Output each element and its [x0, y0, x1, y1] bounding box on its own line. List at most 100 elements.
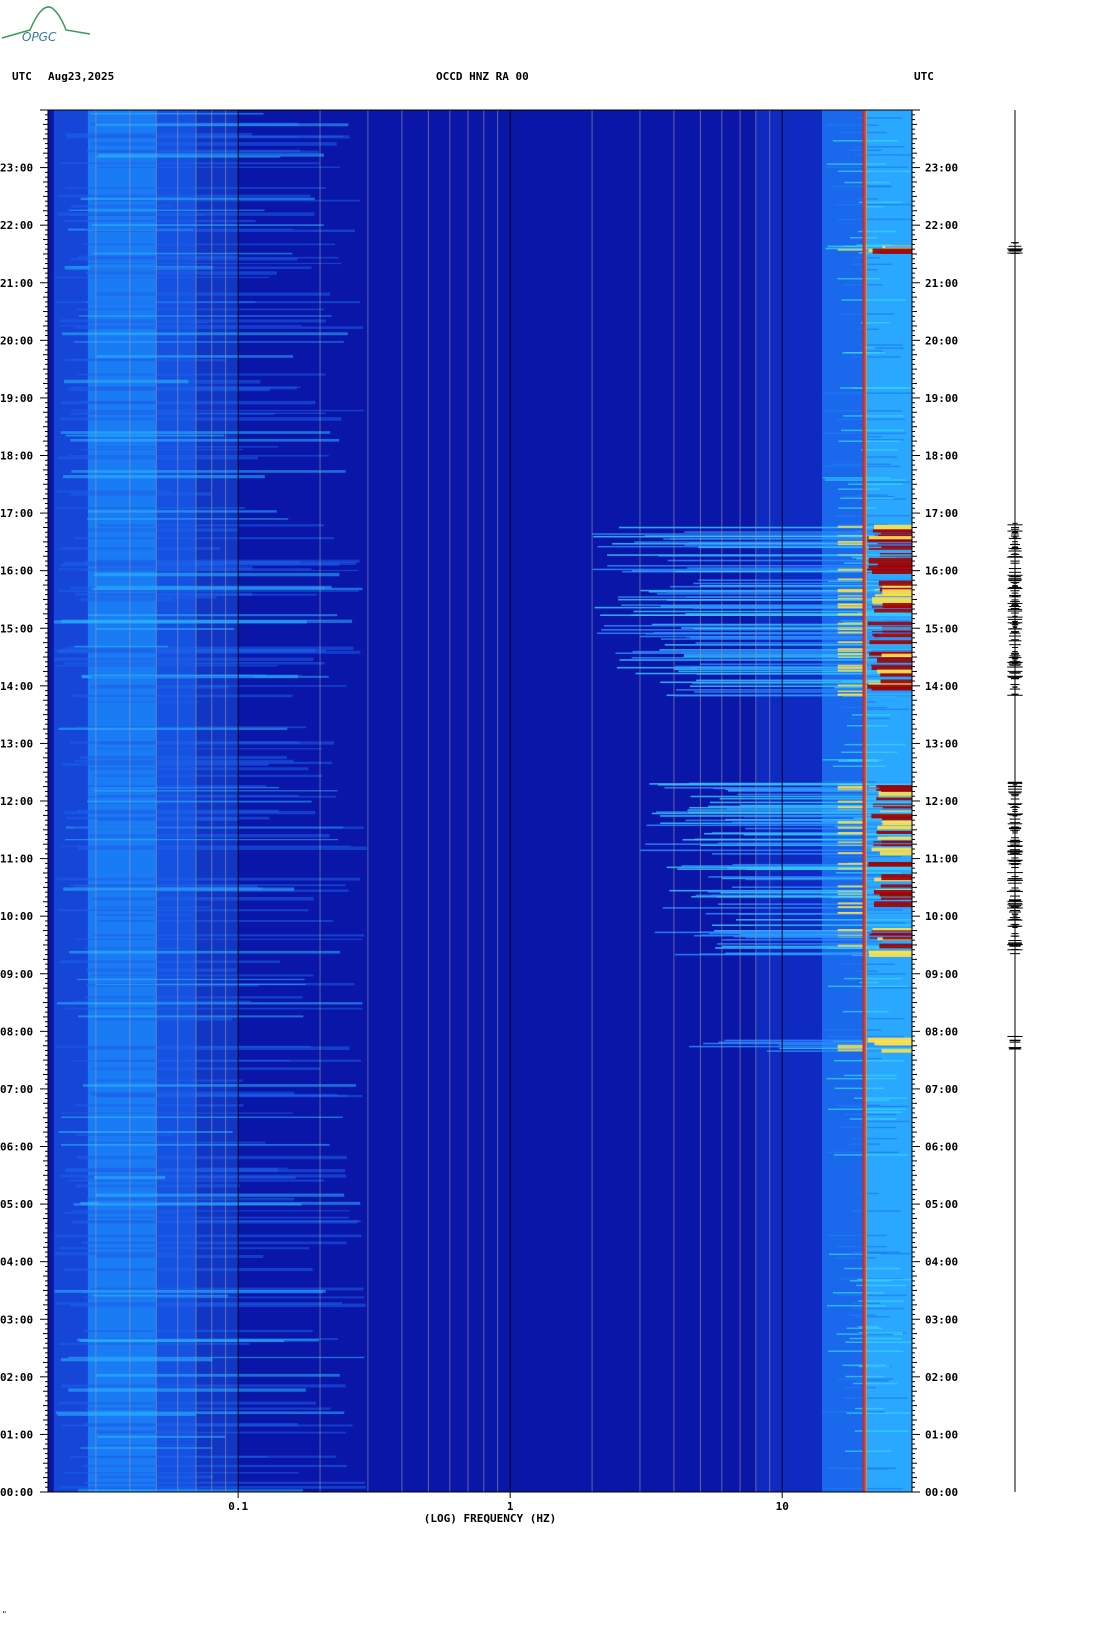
- noise-streak: [59, 194, 311, 198]
- noise-streak: [73, 1060, 291, 1062]
- event-peak-low: [837, 603, 865, 606]
- noise-streak: [58, 648, 316, 653]
- y-tick-label-left: 08:00: [0, 1025, 33, 1038]
- chart-axes: 00:00 00:00 01:00 01:00 02:00 02:00 03:00 03:00…: [0, 109, 958, 1513]
- noise-streak: [70, 1303, 366, 1308]
- event-streak: [737, 793, 912, 796]
- y-tick-label-left: 12:00: [0, 795, 33, 808]
- seismogram-trace: [1007, 110, 1023, 1492]
- high-frequency-streak: [843, 1074, 897, 1077]
- high-frequency-streak: [858, 456, 897, 458]
- noise-streak: [63, 1267, 313, 1272]
- noise-streak: [75, 1104, 244, 1107]
- noise-streak: [96, 585, 332, 589]
- event-peak: [873, 901, 912, 908]
- y-tick-label-left: 20:00: [0, 334, 33, 347]
- noise-streak: [63, 1471, 299, 1474]
- event-peak: [877, 668, 912, 674]
- noise-streak: [72, 409, 365, 412]
- event-streak: [686, 596, 912, 598]
- high-frequency-streak: [838, 488, 880, 490]
- high-frequency-streak: [835, 1245, 888, 1248]
- event-streak: [670, 585, 912, 588]
- high-frequency-streak: [834, 620, 910, 622]
- noise-streak: [98, 1475, 214, 1479]
- event-peak-low: [837, 631, 865, 634]
- high-frequency-streak: [839, 963, 896, 965]
- event-peak: [879, 892, 912, 897]
- high-frequency-streak: [862, 347, 904, 349]
- noise-streak: [91, 1067, 320, 1070]
- event-streak: [698, 579, 912, 581]
- event-streak: [695, 894, 912, 897]
- noise-streak: [73, 1203, 302, 1206]
- event-peak-low: [837, 820, 865, 823]
- event-streak: [722, 939, 912, 941]
- noise-streak: [93, 790, 338, 792]
- high-frequency-streak: [842, 283, 883, 286]
- high-frequency-streak: [848, 483, 903, 485]
- event-streak: [659, 649, 912, 651]
- high-frequency-streak: [856, 1380, 889, 1382]
- noise-streak: [57, 1413, 197, 1416]
- high-frequency-streak: [826, 163, 886, 165]
- event-peak-low: [837, 653, 865, 656]
- noise-streak: [76, 726, 307, 729]
- high-frequency-streak: [826, 1077, 897, 1080]
- event-streak: [720, 891, 912, 894]
- y-tick-label-right: 19:00: [925, 392, 958, 405]
- noise-streak: [58, 589, 359, 592]
- noise-streak: [87, 510, 277, 513]
- event-peak: [868, 536, 912, 540]
- noise-streak: [59, 319, 326, 323]
- event-streak: [689, 806, 912, 809]
- noise-streak: [90, 1287, 364, 1291]
- noise-streak: [59, 324, 302, 327]
- y-tick-label-right: 15:00: [925, 622, 958, 635]
- event-peak: [881, 653, 912, 658]
- event-peak: [882, 804, 912, 810]
- event-streak: [667, 559, 912, 562]
- event-peak-low: [837, 906, 865, 909]
- high-frequency-streak: [848, 862, 885, 865]
- noise-streak: [96, 628, 235, 630]
- high-frequency-streak: [852, 1307, 905, 1310]
- noise-streak: [61, 1384, 346, 1388]
- event-peak: [882, 820, 912, 826]
- event-streak: [660, 681, 912, 684]
- event-streak: [690, 541, 912, 544]
- high-frequency-streak: [826, 124, 879, 126]
- noise-streak: [74, 341, 344, 343]
- event-streak: [699, 663, 912, 666]
- high-frequency-streak: [855, 909, 903, 911]
- noise-streak: [64, 1007, 363, 1010]
- event-streak: [743, 833, 912, 836]
- event-peak-low: [837, 569, 865, 572]
- noise-streak: [84, 228, 294, 230]
- noise-streak: [63, 662, 325, 665]
- event-peak-low: [837, 525, 865, 528]
- event-streak: [707, 891, 912, 893]
- event-peak: [867, 1037, 912, 1043]
- noise-streak: [98, 524, 324, 527]
- event-peak-low: [837, 788, 865, 791]
- high-frequency-streak: [855, 1407, 884, 1410]
- event-streak: [618, 526, 912, 529]
- event-streak: [721, 877, 912, 880]
- event-streak: [716, 943, 912, 945]
- high-frequency-streak: [862, 347, 876, 349]
- event-peak-low: [837, 800, 865, 803]
- noise-streak: [82, 1329, 313, 1333]
- y-tick-label-left: 05:00: [0, 1198, 33, 1211]
- high-frequency-streak: [828, 1108, 907, 1110]
- noise-streak: [85, 761, 333, 765]
- event-peak-low: [837, 669, 865, 672]
- noise-streak: [88, 801, 162, 804]
- noise-streak: [58, 1131, 233, 1133]
- noise-streak: [57, 456, 258, 460]
- noise-streak: [78, 846, 367, 851]
- noise-streak: [78, 1015, 304, 1018]
- event-peak: [874, 1040, 912, 1046]
- event-peak: [874, 594, 912, 598]
